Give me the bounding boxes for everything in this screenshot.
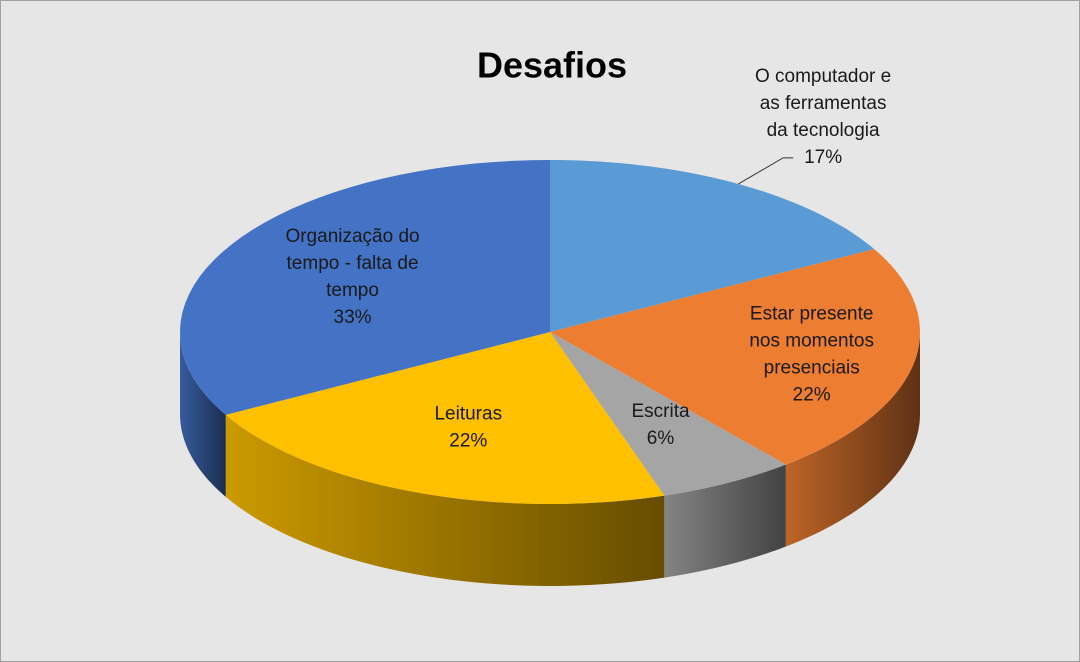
slice <box>550 160 875 332</box>
slice-side <box>180 332 226 497</box>
slice <box>550 249 920 465</box>
slice-side <box>664 464 786 578</box>
slice-value-label: 22% <box>449 430 487 451</box>
slice-value-label: 17% <box>804 147 842 168</box>
slice-value-label: 6% <box>647 428 675 449</box>
slice-label: O computador e as ferramentas da tecnologi… <box>755 66 891 141</box>
chart-title: Desafios <box>477 45 627 86</box>
slice-label: Leituras <box>434 403 502 424</box>
slice-label: Organização do tempo - falta de tempo <box>285 226 419 301</box>
slice-label: Estar presente nos momentos presenciais <box>749 304 874 379</box>
slice-label: Escrita <box>631 401 690 422</box>
leader-line <box>738 157 794 185</box>
slice <box>550 332 786 496</box>
slice <box>180 160 550 415</box>
slice-side <box>225 414 665 586</box>
slice-value-label: 33% <box>334 307 372 328</box>
slice-value-label: 22% <box>793 385 831 406</box>
slice-side <box>785 332 920 547</box>
slice <box>225 332 665 504</box>
